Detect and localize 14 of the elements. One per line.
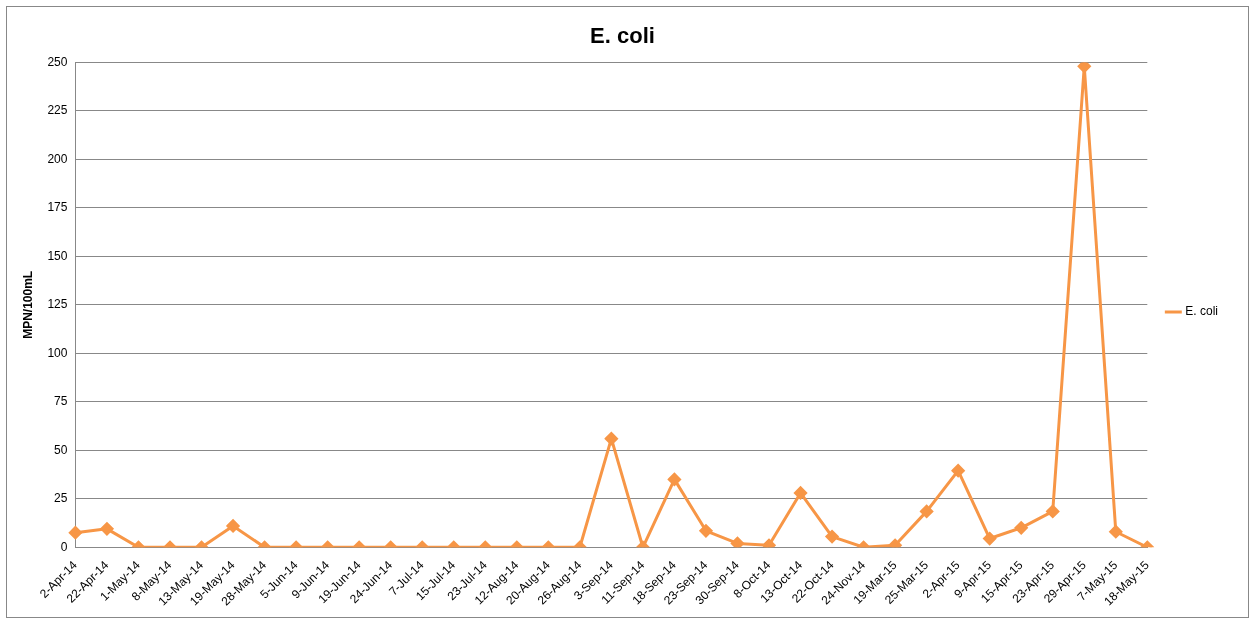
y-tick-label: 50 — [54, 442, 68, 457]
y-tick-label: 25 — [54, 491, 68, 506]
y-tick-label: 125 — [47, 297, 68, 312]
y-tick-label: 0 — [60, 539, 68, 554]
y-tick-label: 225 — [47, 103, 68, 118]
y-axis-title: MPN/100mL — [20, 270, 35, 339]
y-tick-label: 150 — [47, 248, 68, 263]
chart-title: E. coli — [590, 23, 655, 49]
y-tick-label: 100 — [47, 345, 68, 360]
y-tick-label: 250 — [47, 54, 68, 69]
legend-label: E. coli — [1185, 304, 1219, 319]
y-tick-label: 175 — [47, 200, 68, 215]
y-tick-label: 75 — [54, 394, 68, 409]
y-tick-label: 200 — [47, 151, 68, 166]
